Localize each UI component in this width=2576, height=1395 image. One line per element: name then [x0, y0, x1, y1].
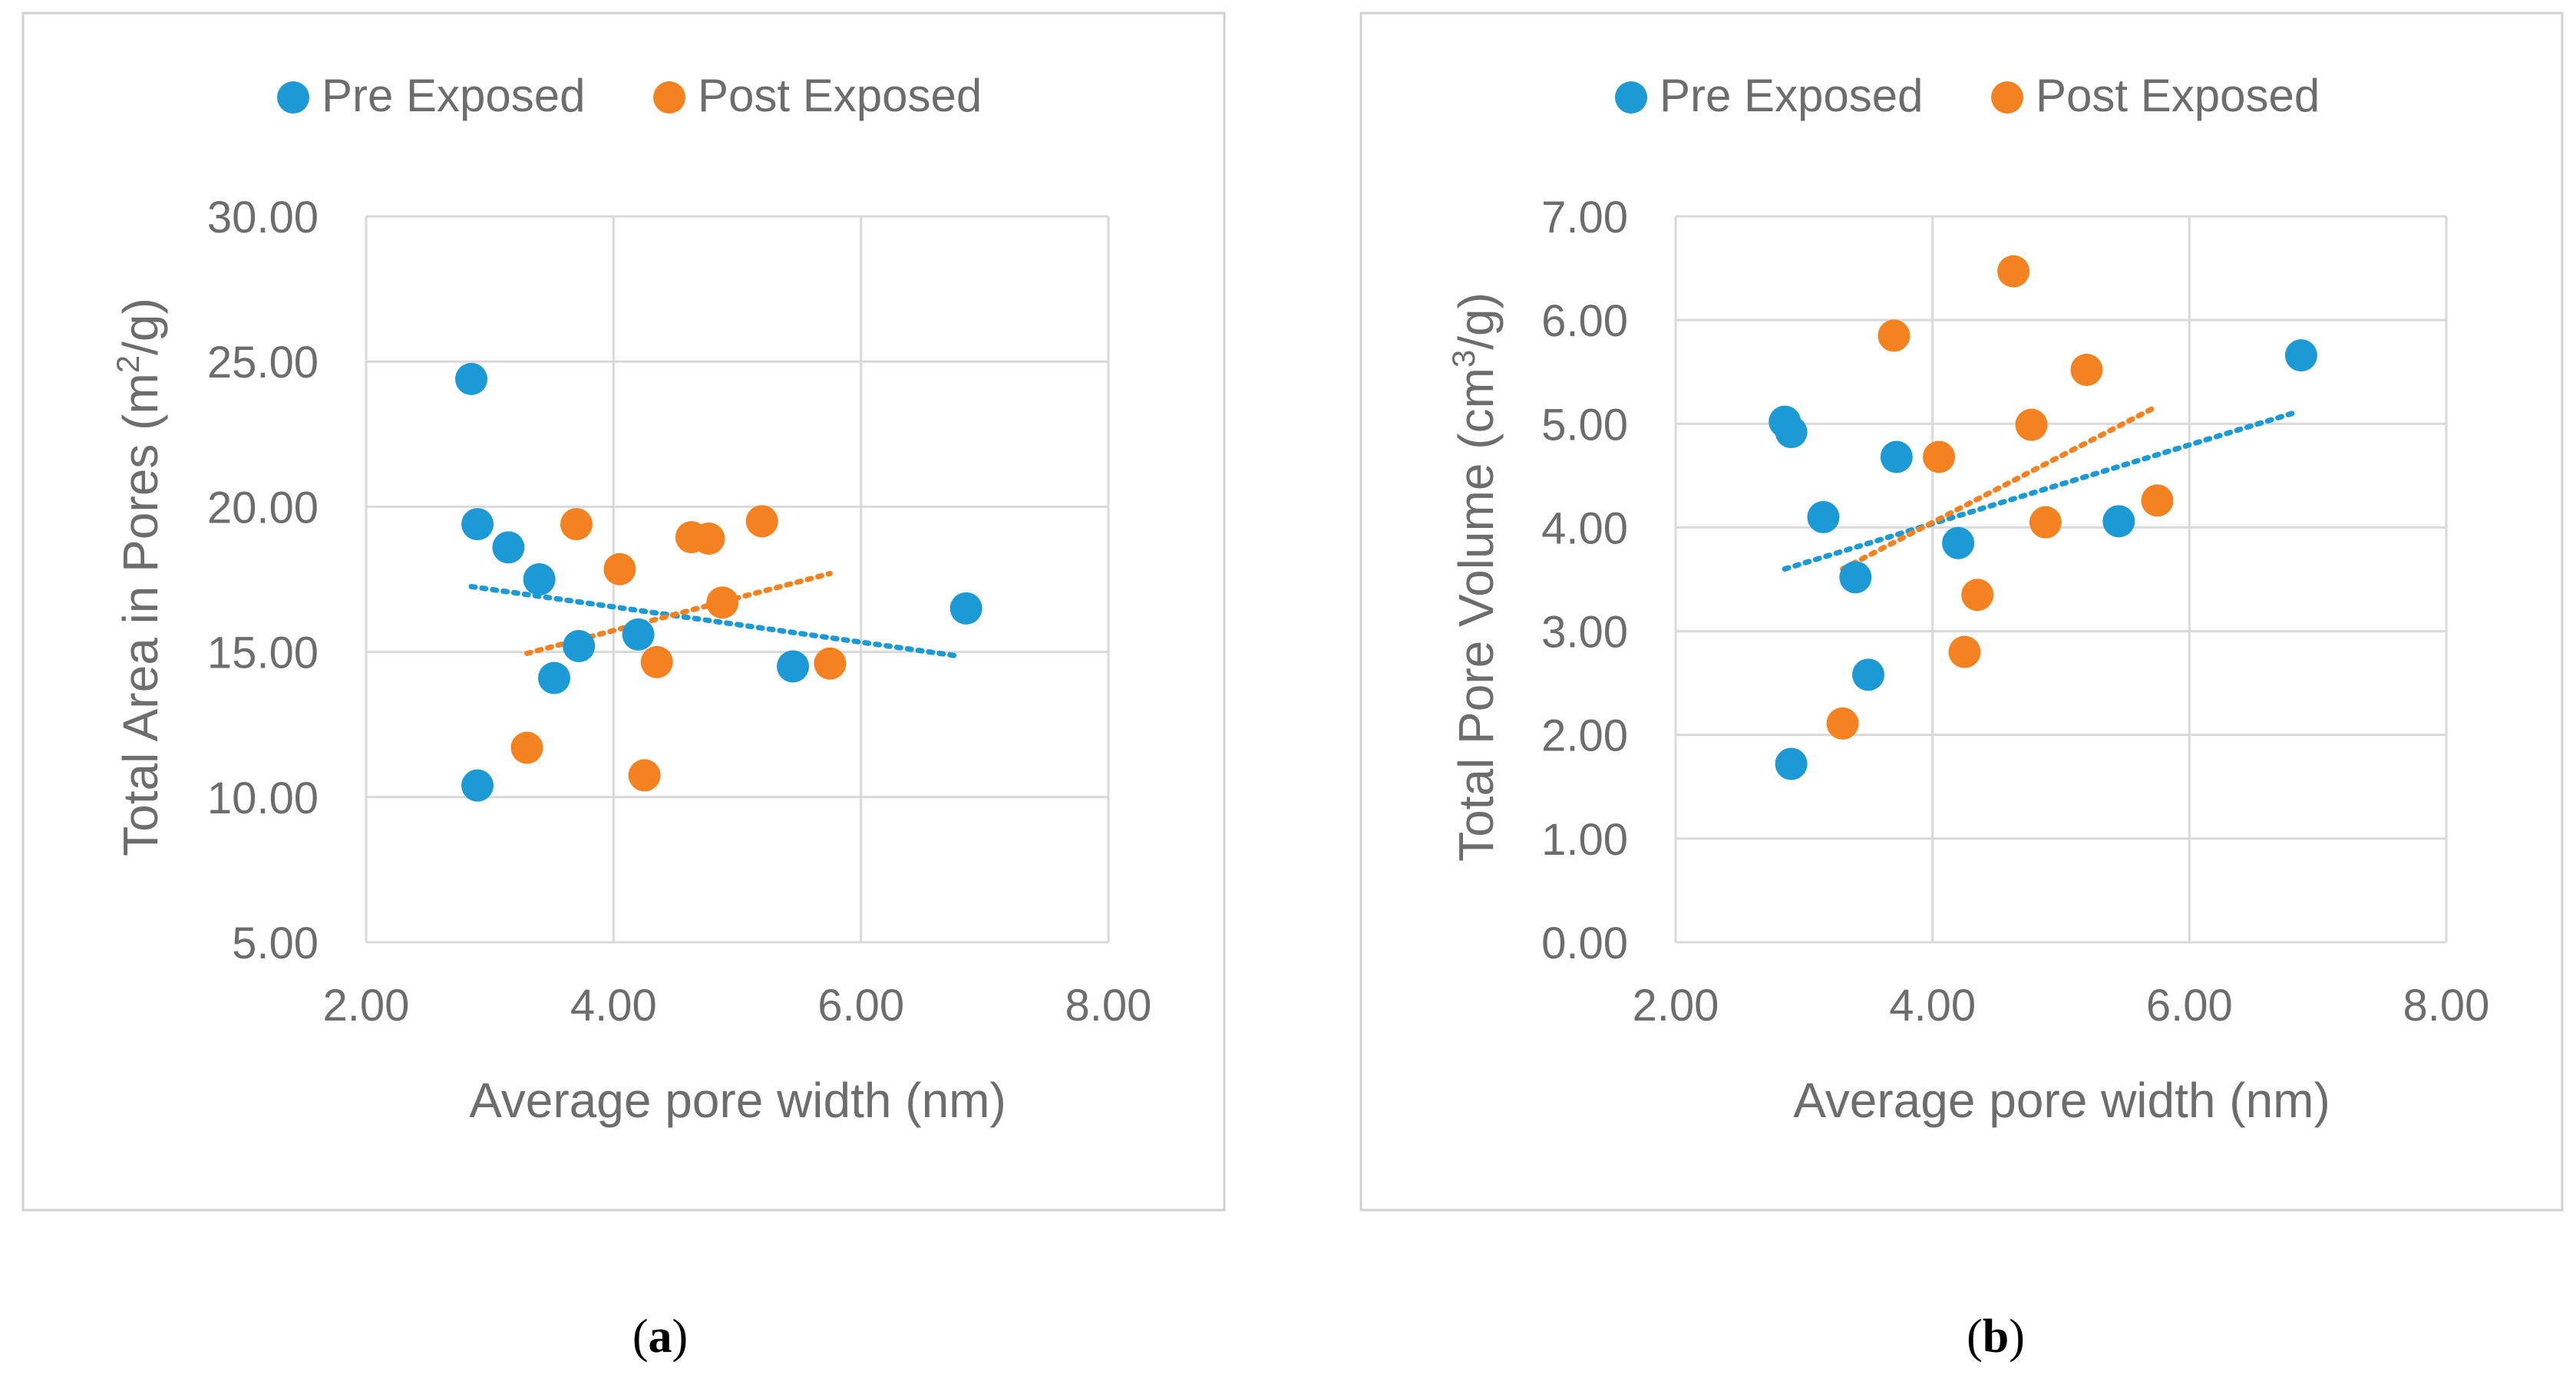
- y-tick-label: 7.00: [1541, 193, 1628, 242]
- data-point-post: [2070, 354, 2103, 387]
- data-point-pre: [461, 508, 494, 541]
- trendline-pre: [468, 583, 963, 659]
- legend-label-pre: Pre Exposed: [322, 70, 586, 121]
- legend-marker-post: [653, 81, 685, 114]
- data-point-post: [2015, 408, 2048, 441]
- x-tick-label: 6.00: [817, 981, 904, 1031]
- plot-area: 0.00 1.00 2.00 3.00 4.00 5.00 6.00 7.00 2.00 4.00…: [1541, 193, 2489, 1031]
- data-point-post: [628, 759, 661, 792]
- chart-frame: [21, 12, 1226, 1212]
- panel-a: Pre Exposed Post Exposed 5.00 10.00 15.00 2…: [21, 12, 1226, 1363]
- data-point-pre: [461, 769, 494, 802]
- y-tick-label: 30.00: [207, 193, 319, 242]
- data-point-pre: [537, 661, 570, 694]
- data-point-pre: [1852, 658, 1884, 691]
- data-point-pre: [1807, 500, 1840, 533]
- data-point-post: [560, 508, 593, 541]
- y-tick-label: 25.00: [207, 338, 319, 388]
- data-point-pre: [1839, 561, 1872, 594]
- data-point-post: [1826, 707, 1859, 740]
- data-point-pre: [777, 650, 810, 683]
- legend-label-post: Post Exposed: [2036, 70, 2320, 121]
- x-tick-label: 2.00: [323, 981, 410, 1031]
- y-tick-label: 4.00: [1541, 503, 1628, 553]
- data-point-pre: [492, 531, 525, 564]
- data-point-post: [1923, 440, 1956, 473]
- data-point-pre: [1880, 440, 1913, 473]
- data-point-pre: [622, 618, 655, 651]
- data-point-pre: [2102, 505, 2135, 538]
- y-axis-label: Total Pore Volume (cm3/g): [1445, 292, 1504, 862]
- data-point-post: [1878, 319, 1911, 352]
- y-tick-label: 6.00: [1541, 296, 1628, 346]
- data-point-pre: [1775, 416, 1808, 449]
- data-point-post: [1948, 635, 1981, 668]
- data-point-post: [706, 586, 739, 619]
- panel-b: Pre Exposed Post Exposed 0.00 1.00 2.00 3.0…: [1359, 12, 2564, 1363]
- y-tick-label: 0.00: [1541, 918, 1628, 968]
- plot-area: 5.00 10.00 15.00 20.00 25.00 30.00 2.00 4.00 6.0…: [207, 193, 1152, 1031]
- y-axis-label: Total Area in Pores (m2/g): [110, 298, 168, 856]
- data-point-post: [2029, 506, 2062, 539]
- legend-label-post: Post Exposed: [698, 70, 982, 121]
- data-point-pre: [949, 592, 983, 625]
- data-point-pre: [454, 362, 487, 395]
- y-tick-label: 10.00: [207, 773, 319, 823]
- x-axis-label: Average pore width (nm): [1793, 1073, 2330, 1128]
- x-tick-label: 2.00: [1633, 981, 1719, 1031]
- panel-caption: (b): [1967, 1311, 2025, 1363]
- x-tick-label: 8.00: [2403, 981, 2490, 1031]
- legend-marker-pre: [277, 81, 309, 114]
- x-tick-label: 4.00: [1889, 981, 1976, 1031]
- y-tick-label: 3.00: [1541, 608, 1628, 658]
- legend-label-pre: Pre Exposed: [1660, 70, 1924, 121]
- trendline-pre: [1782, 411, 2295, 572]
- legend-marker-post: [1991, 81, 2023, 114]
- y-tick-label: 1.00: [1541, 815, 1628, 865]
- data-point-post: [745, 505, 778, 538]
- x-tick-label: 6.00: [2146, 981, 2233, 1031]
- x-tick-label: 8.00: [1065, 981, 1152, 1031]
- y-tick-label: 5.00: [232, 918, 319, 968]
- data-point-pre: [1942, 526, 1975, 559]
- chart-frame: [1359, 12, 2564, 1212]
- data-point-post: [1961, 579, 1994, 612]
- x-tick-label: 4.00: [570, 981, 657, 1031]
- data-point-pre: [1775, 747, 1808, 780]
- trendline-post: [1840, 403, 2160, 572]
- data-point-post: [603, 552, 636, 585]
- data-point-post: [1997, 255, 2030, 288]
- data-point-pre: [2284, 339, 2317, 372]
- data-point-post: [814, 647, 847, 680]
- y-tick-label: 15.00: [207, 628, 319, 678]
- legend-marker-pre: [1615, 81, 1647, 114]
- legend: Pre Exposed Post Exposed: [277, 70, 982, 121]
- data-point-post: [2141, 484, 2174, 517]
- data-point-post: [510, 731, 543, 764]
- data-point-post: [640, 645, 673, 678]
- y-tick-label: 20.00: [207, 483, 319, 533]
- data-point-post: [692, 523, 725, 556]
- y-tick-label: 5.00: [1541, 400, 1628, 450]
- data-point-pre: [563, 630, 596, 663]
- y-tick-label: 2.00: [1541, 711, 1628, 761]
- data-point-pre: [523, 563, 556, 595]
- panel-caption: (a): [632, 1311, 688, 1363]
- legend: Pre Exposed Post Exposed: [1615, 70, 2320, 121]
- x-axis-label: Average pore width (nm): [469, 1073, 1006, 1128]
